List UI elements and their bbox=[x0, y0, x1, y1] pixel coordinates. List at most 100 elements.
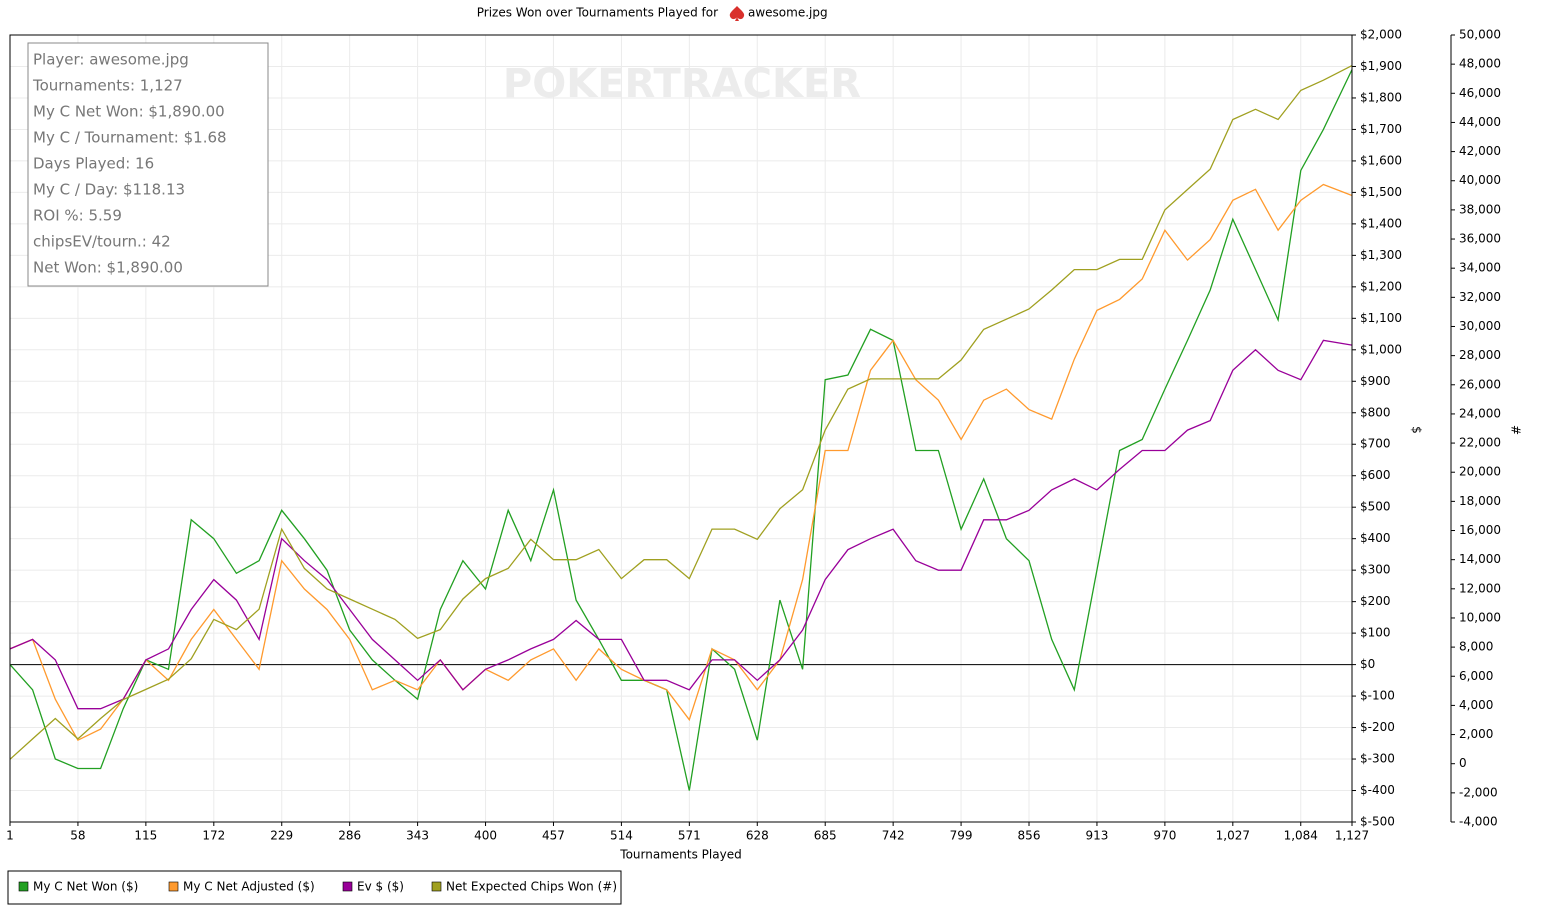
y2-tick-label: 20,000 bbox=[1459, 465, 1501, 479]
x-tick-label: 58 bbox=[70, 829, 85, 843]
x-tick-label: 343 bbox=[406, 829, 429, 843]
y-tick-label: $-100 bbox=[1360, 689, 1395, 703]
y-tick-label: $1,900 bbox=[1360, 59, 1402, 73]
legend-swatch bbox=[342, 881, 353, 892]
y2-tick-label: -2,000 bbox=[1459, 785, 1498, 799]
legend-label: Net Expected Chips Won (#) bbox=[446, 880, 617, 894]
series-line bbox=[9, 183, 1353, 742]
y2-tick-label: 34,000 bbox=[1459, 261, 1501, 275]
y2-axis-label: # bbox=[1509, 425, 1523, 435]
y2-tick-label: 8,000 bbox=[1459, 640, 1493, 654]
x-tick-label: 628 bbox=[746, 829, 769, 843]
x-tick-label: 514 bbox=[610, 829, 633, 843]
y-tick-label: $-400 bbox=[1360, 783, 1395, 797]
series-line bbox=[9, 69, 1353, 791]
y2-tick-label: 14,000 bbox=[1459, 552, 1501, 566]
stat-line: chipsEV/tourn.: 42 bbox=[33, 233, 171, 251]
x-tick-label: 1,127 bbox=[1335, 829, 1369, 843]
y2-tick-label: 50,000 bbox=[1459, 28, 1501, 42]
x-tick-label: 799 bbox=[950, 829, 973, 843]
y-tick-label: $0 bbox=[1360, 657, 1375, 671]
y-tick-label: $100 bbox=[1360, 626, 1391, 640]
y2-tick-label: 0 bbox=[1459, 756, 1467, 770]
y-tick-label: $700 bbox=[1360, 437, 1391, 451]
x-tick-label: 685 bbox=[814, 829, 837, 843]
x-tick-label: 970 bbox=[1153, 829, 1176, 843]
y-tick-label: $-500 bbox=[1360, 815, 1395, 829]
y-tick-label: $1,100 bbox=[1360, 311, 1402, 325]
legend-label: Ev $ ($) bbox=[357, 880, 404, 894]
y2-tick-label: 22,000 bbox=[1459, 436, 1501, 450]
plot-frame bbox=[9, 34, 1353, 823]
y2-tick-label: -4,000 bbox=[1459, 815, 1498, 829]
stat-line: My C Net Won: $1,890.00 bbox=[33, 103, 225, 121]
y2-tick-label: 18,000 bbox=[1459, 494, 1501, 508]
legend bbox=[7, 870, 622, 905]
x-tick-label: 913 bbox=[1085, 829, 1108, 843]
y2-tick-label: 10,000 bbox=[1459, 610, 1501, 624]
x-tick-label: 400 bbox=[474, 829, 497, 843]
legend-label: My C Net Adjusted ($) bbox=[183, 880, 315, 894]
stat-line: Player: awesome.jpg bbox=[33, 51, 189, 69]
y2-tick-label: 6,000 bbox=[1459, 669, 1493, 683]
x-tick-label: 571 bbox=[678, 829, 701, 843]
legend-swatch bbox=[431, 881, 442, 892]
y2-tick-label: 28,000 bbox=[1459, 348, 1501, 362]
y2-tick-label: 48,000 bbox=[1459, 57, 1501, 71]
x-tick-label: 1,027 bbox=[1216, 829, 1250, 843]
stat-line: My C / Day: $118.13 bbox=[33, 181, 185, 199]
stat-line: Tournaments: 1,127 bbox=[32, 77, 183, 95]
y-axis-label: $ bbox=[1410, 426, 1424, 434]
stats-box bbox=[27, 42, 269, 287]
y2-tick-label: 44,000 bbox=[1459, 115, 1501, 129]
x-tick-label: 229 bbox=[270, 829, 293, 843]
x-tick-label: 1 bbox=[6, 829, 14, 843]
x-tick-label: 115 bbox=[134, 829, 157, 843]
player-name: awesome.jpg bbox=[748, 6, 828, 20]
y2-tick-label: 38,000 bbox=[1459, 202, 1501, 216]
y-tick-label: $1,300 bbox=[1360, 248, 1402, 262]
y-tick-label: $2,000 bbox=[1360, 28, 1402, 42]
y2-tick-label: 46,000 bbox=[1459, 86, 1501, 100]
series-line bbox=[9, 65, 1353, 760]
y-tick-label: $1,200 bbox=[1360, 279, 1402, 293]
y-tick-label: $1,600 bbox=[1360, 153, 1402, 167]
y2-tick-label: 30,000 bbox=[1459, 319, 1501, 333]
y-tick-label: $1,800 bbox=[1360, 90, 1402, 104]
y-tick-label: $-200 bbox=[1360, 720, 1395, 734]
stat-line: ROI %: 5.59 bbox=[33, 207, 122, 225]
x-tick-label: 856 bbox=[1018, 829, 1041, 843]
y-tick-label: $1,000 bbox=[1360, 342, 1402, 356]
y2-tick-label: 16,000 bbox=[1459, 523, 1501, 537]
y-tick-label: $1,500 bbox=[1360, 185, 1402, 199]
y-tick-label: $1,400 bbox=[1360, 216, 1402, 230]
x-tick-label: 1,084 bbox=[1284, 829, 1318, 843]
y2-tick-label: 40,000 bbox=[1459, 173, 1501, 187]
y2-tick-label: 4,000 bbox=[1459, 698, 1493, 712]
x-tick-label: 742 bbox=[882, 829, 905, 843]
y-tick-label: $200 bbox=[1360, 594, 1391, 608]
y2-tick-label: 24,000 bbox=[1459, 406, 1501, 420]
watermark: POKERTRACKER bbox=[503, 61, 861, 107]
legend-swatch bbox=[18, 881, 29, 892]
y-tick-label: $400 bbox=[1360, 531, 1391, 545]
y-tick-label: $900 bbox=[1360, 374, 1391, 388]
y-tick-label: $300 bbox=[1360, 563, 1391, 577]
stat-line: My C / Tournament: $1.68 bbox=[33, 129, 227, 147]
y2-tick-label: 12,000 bbox=[1459, 581, 1501, 595]
stat-line: Net Won: $1,890.00 bbox=[33, 259, 183, 277]
x-tick-label: 286 bbox=[338, 829, 361, 843]
x-tick-label: 457 bbox=[542, 829, 565, 843]
y2-tick-label: 36,000 bbox=[1459, 232, 1501, 246]
y-tick-label: $1,700 bbox=[1360, 122, 1402, 136]
legend-swatch bbox=[168, 881, 179, 892]
chart-title: Prizes Won over Tournaments Played for bbox=[477, 6, 718, 20]
series-line bbox=[9, 339, 1353, 710]
y2-tick-label: 42,000 bbox=[1459, 144, 1501, 158]
x-tick-label: 172 bbox=[202, 829, 225, 843]
y-tick-label: $800 bbox=[1360, 405, 1391, 419]
stat-line: Days Played: 16 bbox=[33, 155, 154, 173]
x-axis-label: Tournaments Played bbox=[619, 848, 741, 862]
spade-icon bbox=[729, 6, 745, 21]
